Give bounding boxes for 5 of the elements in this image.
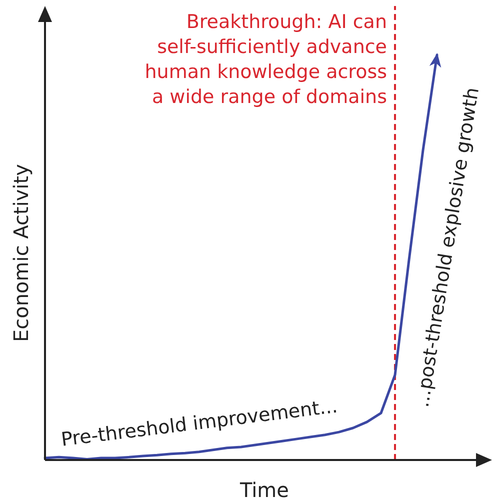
annotation: Pre-threshold improvement...: [60, 395, 339, 451]
y-axis-title: Economic Activity: [9, 164, 33, 342]
annotation: Breakthrough: AI can self-sufficiently advance human knowledge across a wide range of domains: [144, 11, 387, 108]
x-axis-title: Time: [239, 478, 289, 502]
annotation: ...post-threshold explosive growth: [411, 86, 484, 409]
